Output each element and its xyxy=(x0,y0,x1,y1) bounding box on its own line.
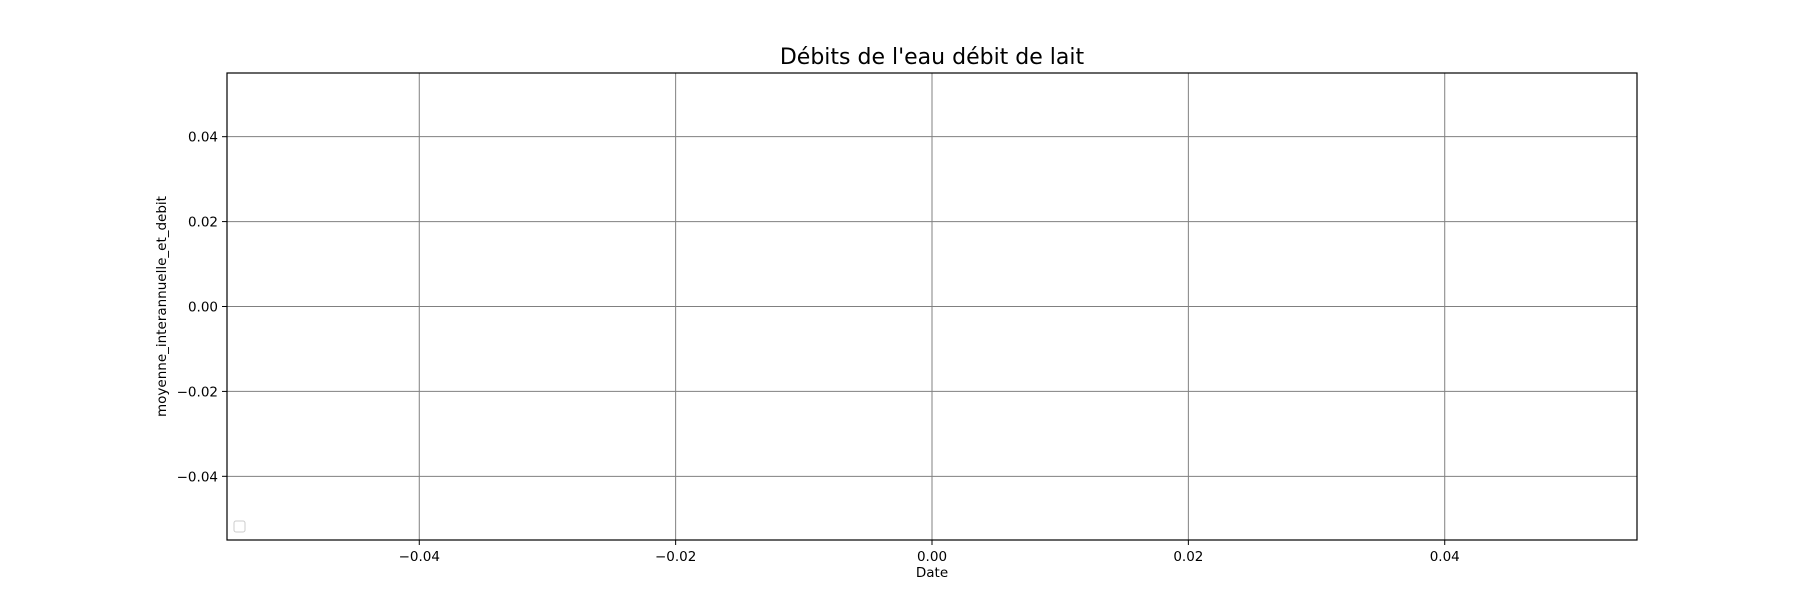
chart-title: Débits de l'eau débit de lait xyxy=(780,45,1085,70)
y-axis-label: moyenne_interannuelle_et_debit xyxy=(154,196,170,417)
y-tick-label: −0.04 xyxy=(177,469,218,485)
legend xyxy=(233,520,246,533)
x-tick-label: −0.04 xyxy=(399,549,440,565)
tick-layer: −0.04 −0.02 0.00 0.02 0.04 0.04 0.02 0.00 −0.02 −… xyxy=(177,130,1460,565)
y-tick-label: 0.00 xyxy=(188,300,218,316)
x-tick-label: 0.00 xyxy=(917,549,947,565)
x-tick-label: −0.02 xyxy=(655,549,696,565)
y-tick-label: 0.04 xyxy=(188,130,218,146)
grid-layer xyxy=(227,73,1637,540)
y-tick-label: 0.02 xyxy=(188,215,218,231)
y-tick-label: −0.02 xyxy=(177,384,218,400)
legend-box xyxy=(233,520,246,533)
x-tick-label: 0.02 xyxy=(1173,549,1203,565)
x-axis-label: Date xyxy=(916,565,948,581)
x-tick-label: 0.04 xyxy=(1430,549,1460,565)
